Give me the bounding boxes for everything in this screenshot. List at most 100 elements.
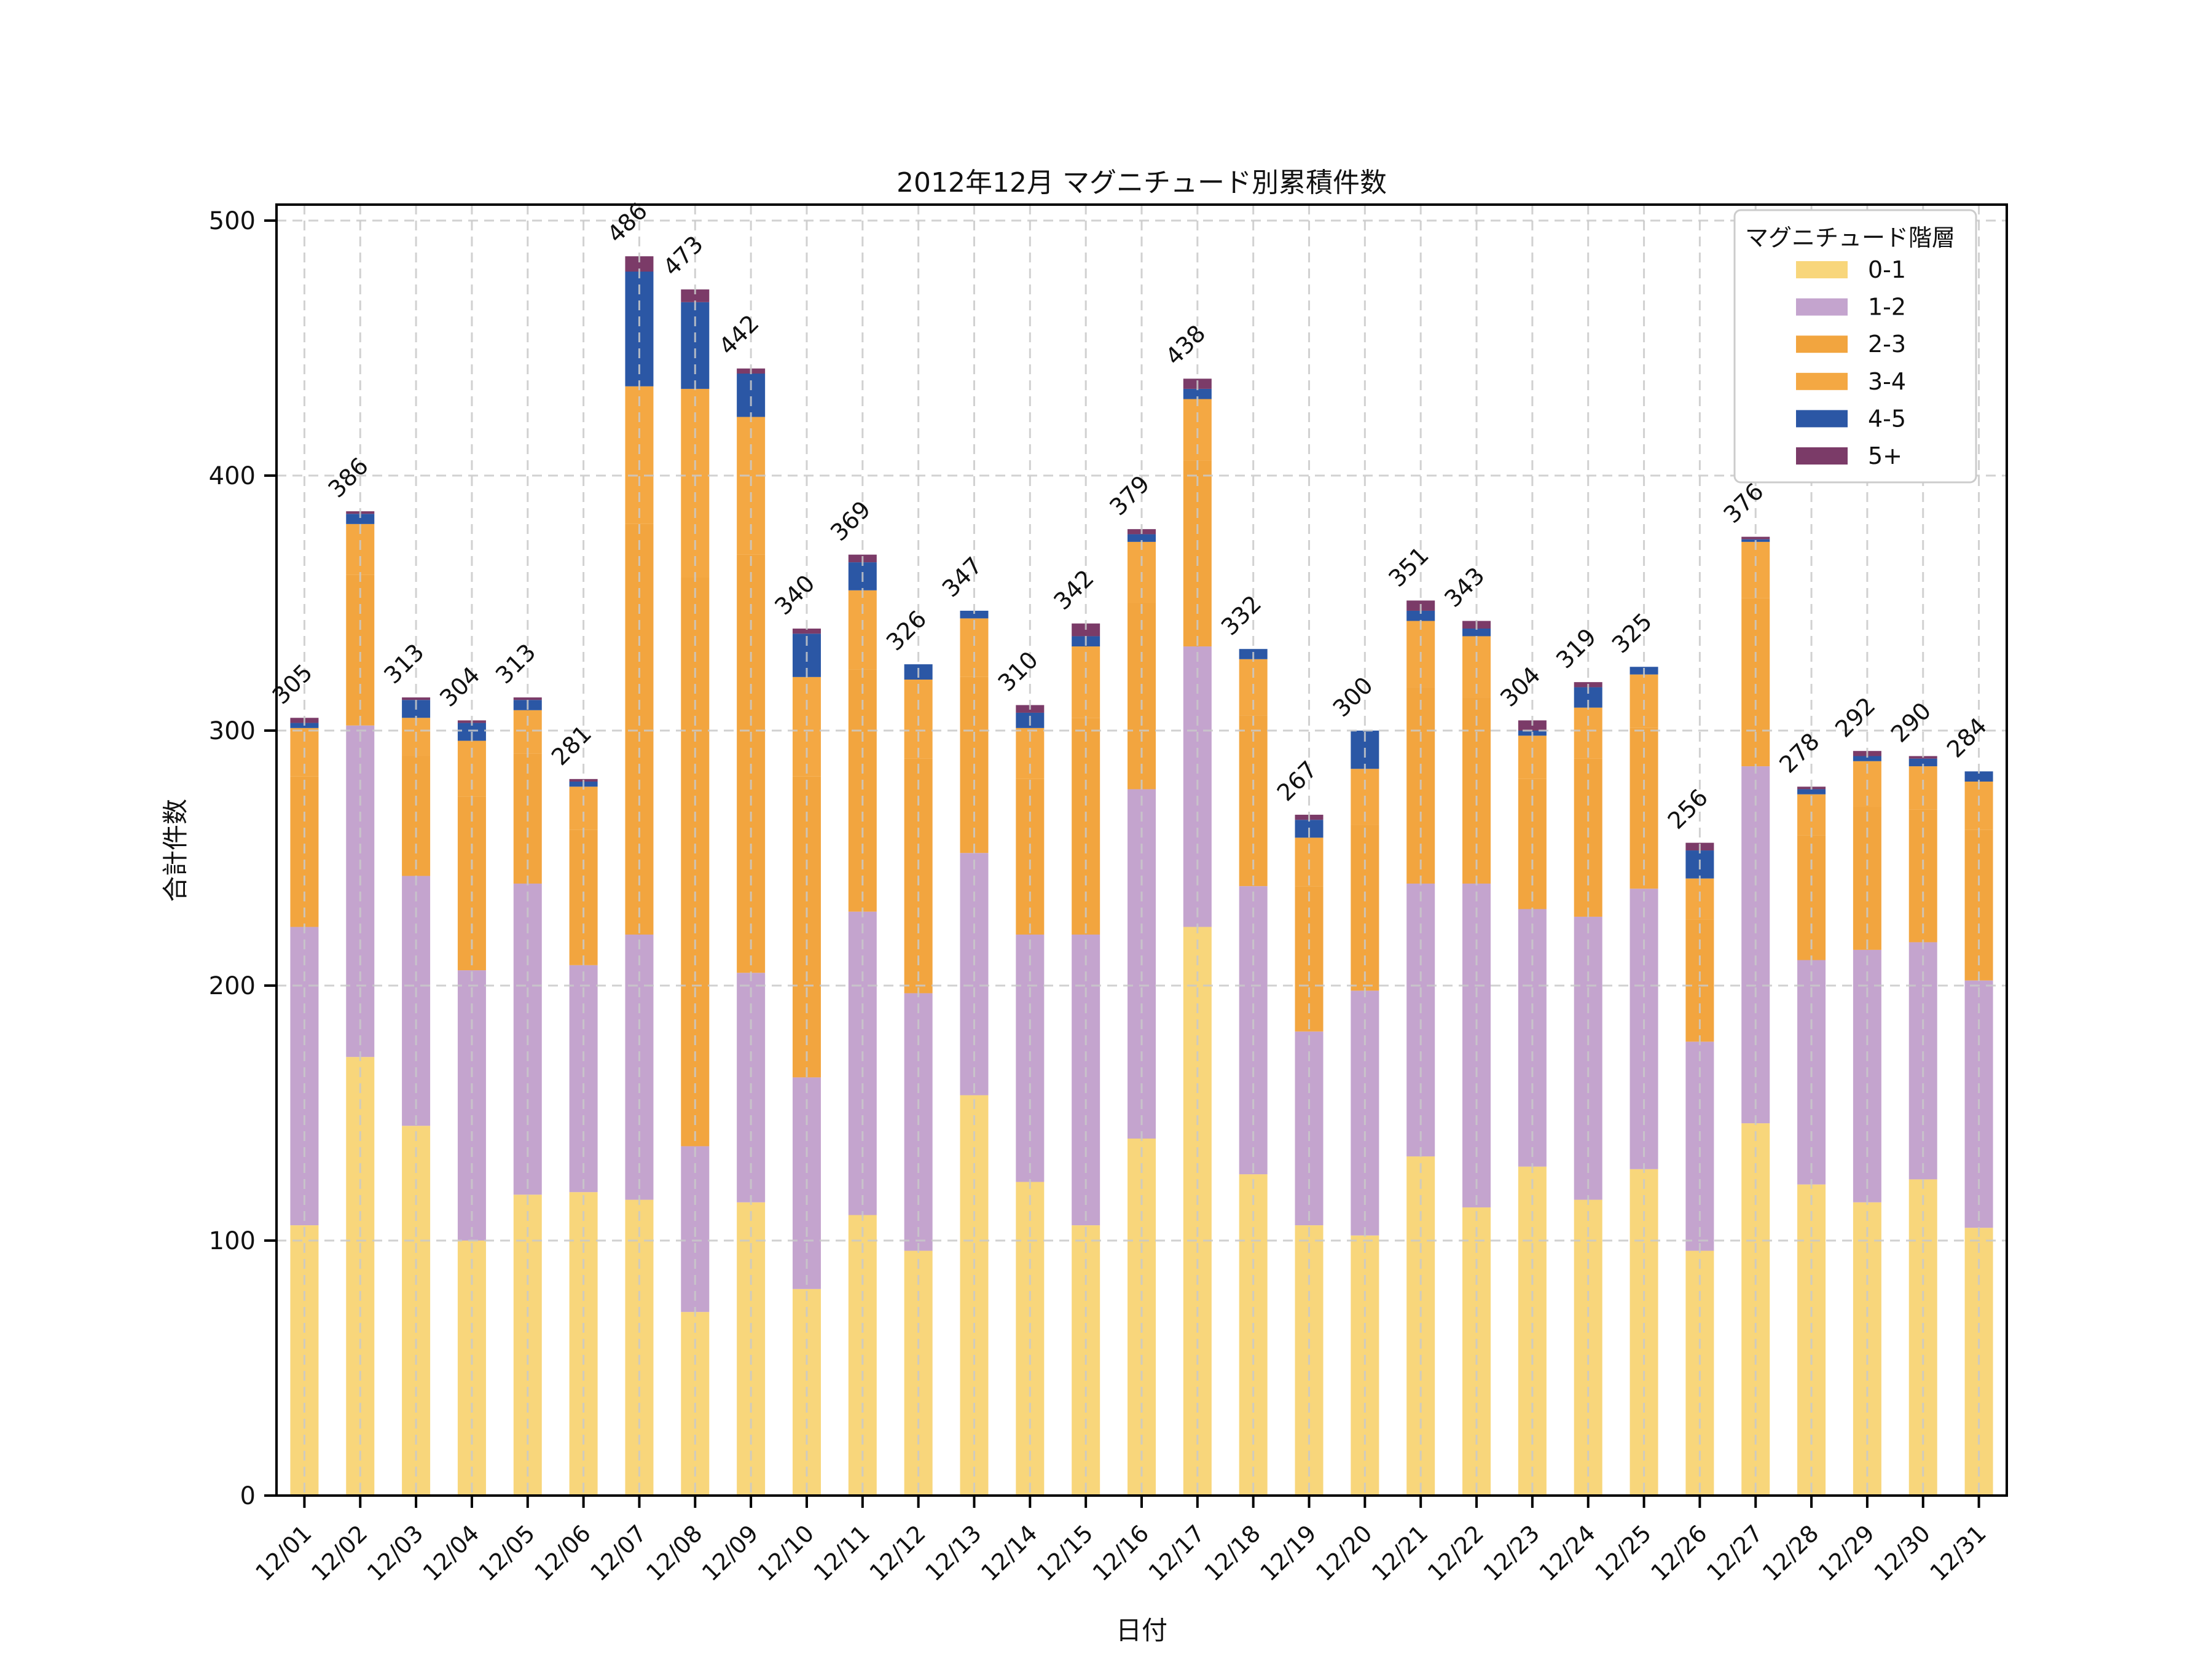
bar-segment-12/13-4-5	[960, 610, 989, 619]
bar-total-label-12/19: 267	[1272, 756, 1322, 806]
x-tick-label-12/29: 12/29	[1813, 1520, 1880, 1586]
bar-segment-12/16-4-5	[1128, 534, 1156, 542]
bar-segment-12/15-1-2	[1072, 935, 1100, 1226]
legend: マグニチュード階層 0-1 1-2 2-3 3-4 4-5 5+	[1733, 209, 1977, 484]
legend-swatch-3-4	[1796, 372, 1848, 390]
x-tick-label-12/07: 12/07	[585, 1520, 652, 1586]
legend-swatch-5+	[1796, 447, 1848, 465]
bar-total-label-12/02: 386	[323, 452, 374, 503]
x-tick-label-12/11: 12/11	[809, 1520, 876, 1586]
y-tick-label-500: 500	[209, 207, 256, 235]
bar-total-label-12/15: 342	[1048, 565, 1099, 615]
bar-total-label-12/01: 305	[267, 659, 318, 709]
bar-total-label-12/29: 292	[1830, 692, 1880, 742]
bar-segment-12/16-2-3	[1128, 603, 1156, 790]
x-tick-label-12/05: 12/05	[474, 1520, 541, 1586]
x-tick-label-12/13: 12/13	[920, 1520, 987, 1586]
x-tick-label-12/21: 12/21	[1367, 1520, 1433, 1586]
x-tick-label-12/16: 12/16	[1088, 1520, 1155, 1586]
x-tick-label-12/10: 12/10	[753, 1520, 820, 1586]
legend-swatch-1-2	[1796, 298, 1848, 316]
x-tick-label-12/27: 12/27	[1701, 1520, 1768, 1586]
bar-total-label-12/30: 290	[1886, 697, 1936, 747]
x-tick-label-12/19: 12/19	[1255, 1520, 1322, 1586]
x-tick-label-12/18: 12/18	[1199, 1520, 1266, 1586]
bar-total-label-12/04: 304	[434, 661, 485, 712]
bar-segment-12/06-1-2	[569, 965, 598, 1193]
bar-total-label-12/18: 332	[1216, 590, 1266, 640]
y-tick-label-100: 100	[209, 1227, 256, 1255]
bar-total-label-12/14: 310	[993, 646, 1043, 696]
bar-total-label-12/25: 325	[1607, 608, 1657, 658]
bar-total-label-12/31: 284	[1942, 712, 1992, 763]
x-tick-label-12/02: 12/02	[306, 1520, 373, 1586]
bar-segment-12/31-3-4	[1964, 782, 1993, 830]
y-tick-label-200: 200	[209, 972, 256, 1000]
legend-label-3-4: 3-4	[1868, 368, 1906, 395]
chart-title: 2012年12月 マグニチュード別累積件数	[896, 167, 1387, 198]
bar-segment-12/07-3-4	[625, 386, 654, 524]
bar-total-label-12/26: 256	[1663, 784, 1713, 834]
bar-total-label-12/23: 304	[1495, 661, 1545, 712]
bar-total-label-12/03: 313	[378, 638, 429, 689]
legend-swatch-0-1	[1796, 261, 1848, 278]
x-tick-label-12/26: 12/26	[1645, 1520, 1712, 1586]
bar-total-label-12/17: 438	[1160, 320, 1210, 370]
legend-label-5+: 5+	[1868, 442, 1902, 469]
x-tick-label-12/30: 12/30	[1869, 1520, 1936, 1586]
x-tick-label-12/08: 12/08	[641, 1520, 708, 1586]
x-tick-label-12/22: 12/22	[1422, 1520, 1489, 1586]
bar-segment-12/28-4-5	[1797, 789, 1826, 794]
bar-total-label-12/20: 300	[1328, 672, 1378, 722]
bar-segment-12/22-0-1	[1462, 1207, 1491, 1496]
bar-segment-12/10-5+	[792, 629, 821, 634]
bar-total-label-12/27: 376	[1718, 478, 1768, 528]
bar-total-label-12/06: 281	[546, 720, 597, 771]
bar-segment-12/08-4-5	[681, 302, 710, 389]
bar-segment-12/22-4-5	[1462, 629, 1491, 637]
legend-label-1-2: 1-2	[1868, 294, 1906, 321]
bar-segment-12/29-4-5	[1853, 756, 1881, 761]
legend-label-2-3: 2-3	[1868, 331, 1906, 358]
legend-box	[1733, 209, 1977, 484]
x-tick-label-12/09: 12/09	[697, 1520, 764, 1586]
bar-segment-12/27-5+	[1741, 536, 1770, 539]
x-tick-label-12/31: 12/31	[1924, 1520, 1991, 1586]
x-tick-label-12/12: 12/12	[864, 1520, 931, 1586]
bar-total-label-12/24: 319	[1551, 623, 1601, 673]
legend-label-0-1: 0-1	[1868, 256, 1906, 283]
bar-segment-12/02-4-5	[346, 514, 375, 524]
bar-segment-12/03-5+	[402, 697, 431, 700]
x-axis-label: 日付	[1116, 1615, 1167, 1645]
grid-group	[276, 205, 2007, 1496]
y-tick-label-300: 300	[209, 717, 256, 745]
bar-total-label-12/08: 473	[658, 230, 708, 281]
bar-segment-12/15-5+	[1072, 623, 1100, 637]
legend-swatch-2-3	[1796, 335, 1848, 353]
bar-total-label-12/10: 340	[769, 570, 820, 620]
x-tick-label-12/23: 12/23	[1478, 1520, 1545, 1586]
bar-segment-12/11-2-3	[848, 669, 877, 912]
x-tick-label-12/20: 12/20	[1311, 1520, 1378, 1586]
bar-segment-12/31-4-5	[1964, 771, 1993, 782]
bar-segment-12/20-1-2	[1351, 990, 1379, 1236]
bar-total-label-12/13: 347	[937, 552, 987, 602]
legend-items: 0-1 1-2 2-3 3-4 4-5 5+	[1796, 256, 1906, 469]
bar-segment-12/08-5+	[681, 289, 710, 302]
bar-segment-12/21-4-5	[1406, 610, 1435, 621]
bar-total-label-12/16: 379	[1104, 470, 1155, 520]
x-tick-label-12/14: 12/14	[976, 1520, 1043, 1586]
x-tick-label-12/04: 12/04	[418, 1520, 485, 1586]
legend-label-4-5: 4-5	[1868, 405, 1906, 432]
x-tick-label-12/25: 12/25	[1590, 1520, 1657, 1586]
y-axis-label: 合計件数	[160, 799, 190, 902]
x-tick-label-12/03: 12/03	[362, 1520, 429, 1586]
x-tick-label-12/15: 12/15	[1032, 1520, 1099, 1586]
legend-title: マグニチュード階層	[1745, 224, 1955, 251]
bar-segment-12/19-1-2	[1295, 1031, 1324, 1226]
bar-segment-12/30-4-5	[1908, 758, 1937, 767]
bar-segment-12/05-5+	[513, 697, 542, 700]
bar-total-label-12/12: 326	[881, 605, 931, 656]
